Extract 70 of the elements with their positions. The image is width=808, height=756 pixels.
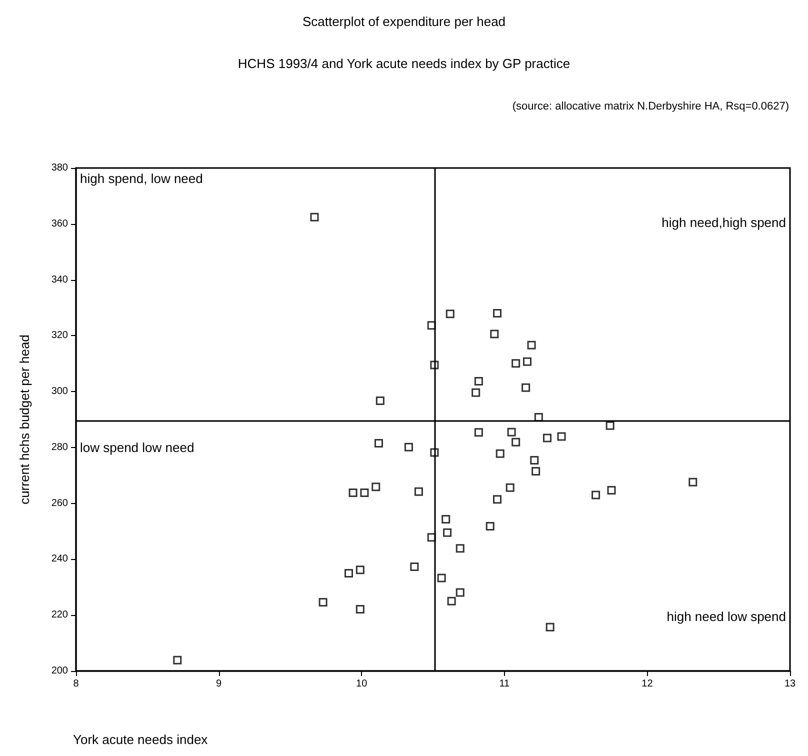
text: (source: allocative matrix N.Derbyshire HA, Rsq=0.0627) (512, 100, 790, 112)
point (506, 483, 514, 492)
point (372, 482, 380, 492)
point (414, 487, 423, 496)
point (447, 596, 456, 606)
point (606, 421, 614, 430)
point (522, 383, 530, 392)
y-axis-title: current hchs budget per head (17, 334, 32, 504)
point (527, 340, 536, 350)
y-tick-label: 300 (51, 386, 68, 398)
point (310, 212, 319, 222)
point (472, 388, 480, 397)
point (446, 310, 454, 318)
y-tick-label: 280 (51, 442, 68, 453)
point (360, 488, 369, 497)
point (532, 466, 540, 476)
x-tick-label: 13 (784, 678, 796, 690)
point (348, 488, 358, 497)
point (376, 396, 384, 406)
point (490, 330, 499, 338)
point (356, 566, 364, 574)
point (493, 495, 502, 504)
y-tick-label: 360 (51, 218, 68, 230)
annotation: high need low spend (666, 609, 786, 624)
point (356, 604, 364, 614)
y-tick-label: 200 (51, 666, 68, 676)
x-tick-label: 8 (73, 678, 80, 690)
point (512, 438, 520, 446)
point (530, 456, 539, 465)
point (546, 622, 554, 632)
point (512, 359, 520, 368)
point (474, 428, 483, 437)
point (456, 588, 464, 597)
point (442, 515, 450, 524)
x-tick-label: 10 (356, 678, 368, 690)
y-tick-label: 240 (51, 554, 68, 565)
point (474, 376, 483, 386)
point (688, 478, 698, 486)
y-tick-label: 320 (51, 330, 68, 342)
point (410, 562, 419, 572)
point (496, 449, 504, 458)
point (437, 574, 446, 582)
point (173, 656, 182, 664)
y-tick-label: 260 (51, 498, 68, 509)
point (557, 432, 566, 441)
y-tick-label: 340 (51, 274, 68, 286)
x-tick-label: 9 (216, 678, 222, 690)
point (374, 439, 383, 448)
point (404, 442, 413, 452)
annotation: low spend low need (80, 440, 194, 455)
y-tick-label: 220 (51, 610, 68, 621)
point (507, 428, 516, 436)
x-axis-title: York acute needs index (73, 732, 208, 747)
point (493, 309, 502, 318)
annotation: high spend, low need (80, 171, 203, 186)
point (523, 357, 532, 366)
x-tick-label: 11 (499, 678, 510, 690)
y-tick-label: 380 (51, 162, 68, 174)
point (592, 490, 600, 500)
point (542, 434, 552, 442)
annotation: high need,high spend (662, 215, 786, 230)
point (344, 568, 353, 578)
chart-subtitle: HCHS 1993/4 and York acute needs index by GP practice (238, 56, 570, 71)
point (456, 544, 464, 553)
chart-title: Scatterplot of expenditure per head (302, 14, 506, 29)
x-tick-label: 12 (642, 678, 654, 690)
point (486, 522, 494, 530)
point (318, 598, 328, 607)
point (443, 528, 452, 537)
point (607, 486, 616, 494)
